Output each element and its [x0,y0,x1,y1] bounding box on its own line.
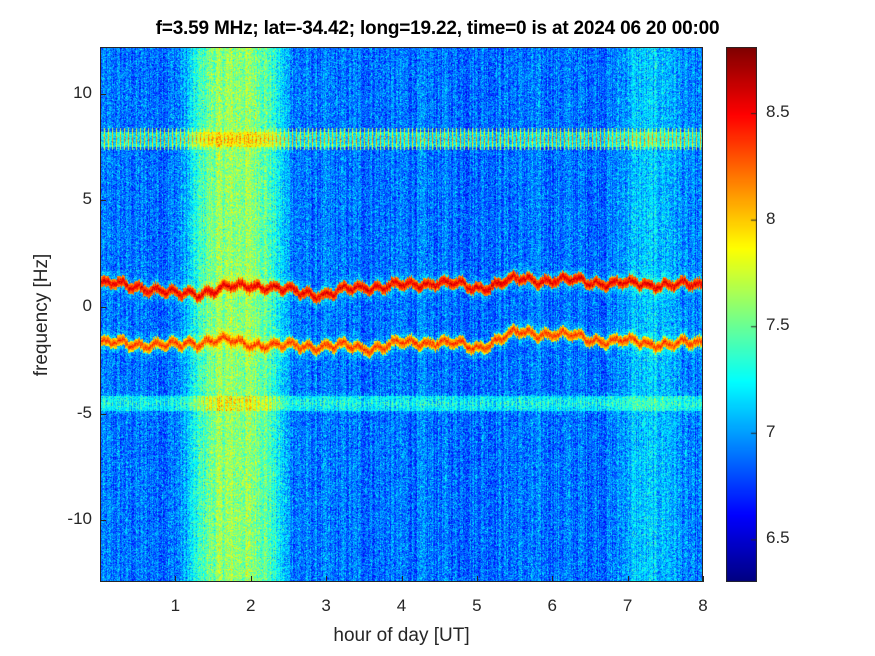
x-tick-label: 5 [472,596,482,615]
colorbar-tick-label: 8 [766,208,776,228]
y-tick-mark [100,200,106,202]
y-tick-mark [100,520,106,522]
y-tick-label: -5 [76,402,92,422]
colorbar-tick-label: 7.5 [766,315,790,335]
x-tick-mark [703,576,704,582]
colorbar-tick-label: 8.5 [766,102,790,122]
x-tick-label: 2 [246,596,256,615]
x-tick-mark [552,576,554,582]
y-axis-label: frequency [Hz] [31,253,52,377]
x-tick-mark [476,576,478,582]
plot-frame [100,47,703,582]
y-tick-mark [100,307,106,309]
y-tick-label: -10 [67,509,92,529]
y-tick-mark [100,413,106,415]
colorbar-tick-label: 7 [766,421,776,441]
y-tick-label: 10 [73,82,92,102]
x-tick-label: 7 [622,596,633,615]
x-tick-label: 6 [547,596,557,615]
x-axis-label: hour of day [UT] [333,625,470,646]
x-tick-mark [326,576,328,582]
x-tick-label: 3 [321,596,331,615]
chart-title: f=3.59 MHz; lat=-34.42; long=19.22, time… [155,18,720,39]
x-tick-mark [627,576,629,582]
spectrogram-heatmap [100,47,703,582]
y-tick-label: 0 [82,296,92,316]
y-tick-mark [100,93,106,95]
x-tick-label: 4 [396,596,407,615]
colorbar-tick-label: 6.5 [766,528,790,548]
x-tick-label: 8 [698,596,708,615]
y-tick-label: 5 [82,189,92,209]
x-tick-mark [250,576,252,582]
x-tick-mark [175,576,177,582]
x-tick-mark [401,576,403,582]
colorbar [726,47,757,582]
x-tick-label: 1 [170,596,181,615]
